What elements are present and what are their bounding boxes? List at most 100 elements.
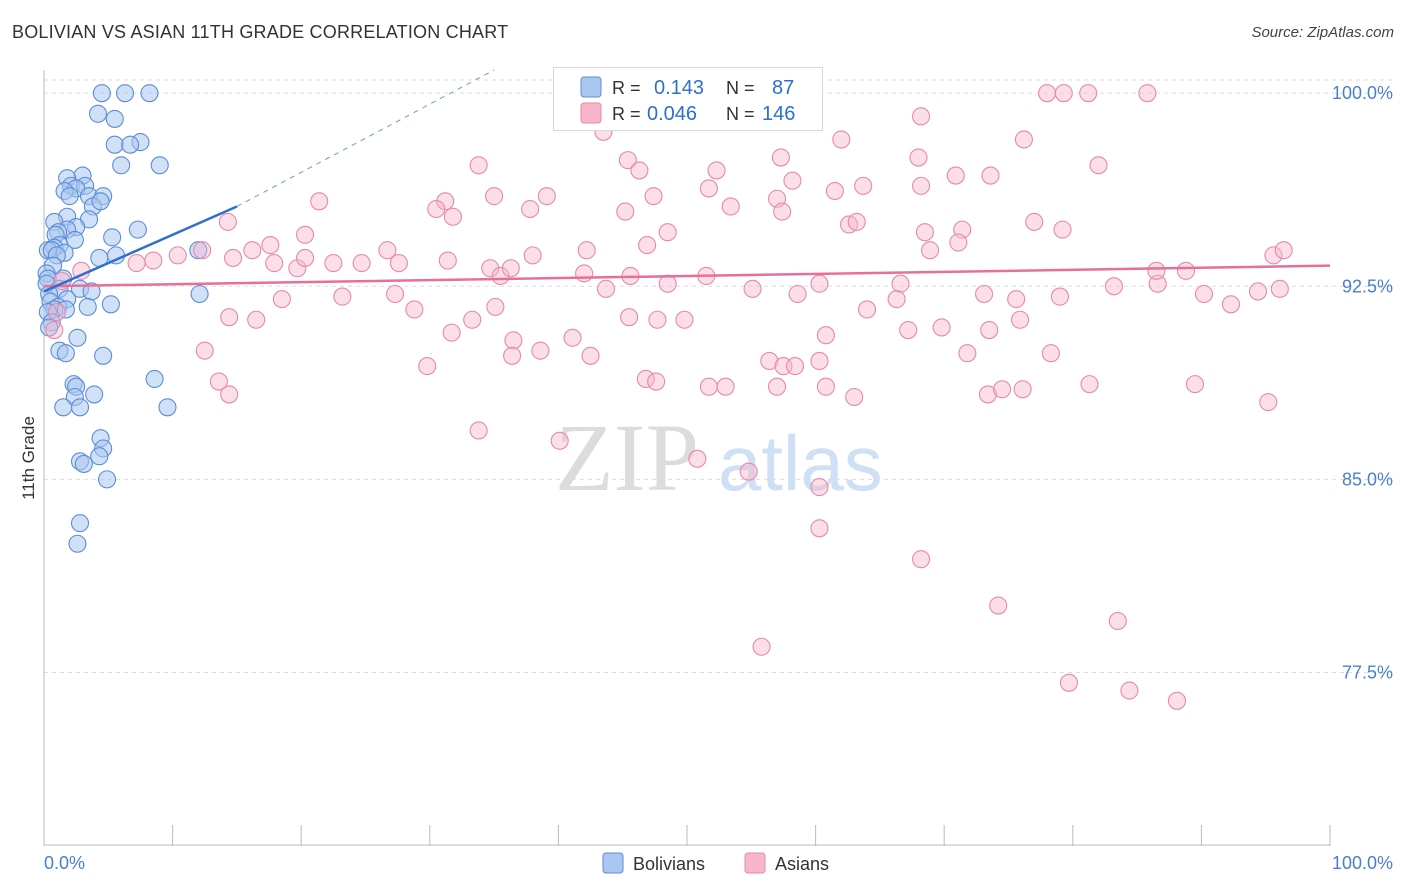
asian-point [1274,241,1293,260]
asian-point [993,380,1012,399]
bolivian-point [90,447,109,466]
stats-legend: R = 0.143 N = 87 R = 0.046 N = 146 [553,67,823,131]
bolivian-point [68,534,87,553]
asian-point [1014,130,1033,149]
asians-trend-line [43,264,1331,288]
asian-point [333,287,352,306]
asian-point [1038,84,1057,103]
asian-point [618,151,637,170]
asians-points [45,84,1293,710]
asian-point [1259,393,1278,412]
bottom-legend-label-asians: Asians [775,854,829,874]
asian-point [743,279,762,298]
legend-r-value-asians: 0.046 [647,103,697,125]
bolivian-point [128,220,147,239]
bolivian-point [85,385,104,404]
watermark-zip: ZIP [555,404,699,511]
asian-point [523,246,542,265]
asian-point [443,207,462,226]
asian-point [949,233,968,252]
asian-point [648,310,667,329]
asian-point [296,225,315,244]
asian-point [1176,261,1196,280]
asian-point [144,251,163,270]
asian-point [1007,290,1026,309]
bolivian-point [115,84,135,103]
bolivian-point [88,104,108,123]
y-tick-label: 92.5% [1342,276,1393,296]
bolivian-point [112,156,131,175]
asian-point [504,331,523,350]
chart-source: Source: ZipAtlas.com [1251,24,1394,41]
asian-point [854,176,873,195]
asian-point [773,202,792,221]
asian-point [418,357,437,376]
asian-point [981,166,1000,185]
asian-point [220,308,239,327]
asian-point [899,320,918,340]
asian-point [1104,277,1124,296]
bolivian-point [40,318,59,337]
asian-point [209,372,228,391]
asian-point [978,385,997,404]
asian-point [832,130,851,149]
asian-point [891,274,910,293]
asian-point [767,377,787,396]
asian-point [946,166,965,185]
y-tick-label: 100.0% [1332,83,1393,103]
asian-point [810,478,829,497]
bolivian-point [189,241,208,260]
asian-point [810,351,829,370]
asian-point [247,310,266,329]
asian-point [887,290,906,309]
asian-point [575,264,594,283]
y-tick-labels: 100.0% 92.5% 85.0% 77.5% [1332,83,1393,682]
asian-point [486,297,505,316]
asian-point [1148,274,1167,293]
asian-point [716,377,735,396]
bolivians-points [37,84,209,553]
legend-r-value-bolivians: 0.143 [654,77,704,99]
asian-point [771,148,790,167]
asian-point [1054,84,1073,103]
asian-point [1080,375,1099,394]
asian-point [442,323,461,342]
legend-swatch-bolivians [580,76,602,98]
asian-point [816,326,835,345]
asian-point [638,236,657,255]
bolivian-point [121,135,140,154]
asian-point [296,248,315,268]
trend-lines [43,69,1331,293]
asian-point [1138,84,1157,103]
legend-n-value-asians: 146 [762,103,795,125]
x-tick-labels: 0.0% 100.0% [44,853,1393,873]
asian-point [1167,691,1187,710]
bolivian-point [60,187,79,206]
bolivian-point [91,192,110,211]
bolivians-trend-line [43,205,238,293]
asian-point [980,320,999,340]
asian-point [261,236,280,255]
bolivian-point [78,297,97,316]
asian-point [675,310,694,329]
asian-point [168,246,187,265]
asian-point [752,637,771,656]
asian-point [620,308,639,327]
legend-n-value-bolivians: 87 [772,77,794,99]
bolivian-point [140,84,159,103]
asian-point [501,259,520,278]
asian-point [481,259,500,278]
watermark-atlas: atlas [718,419,883,507]
asian-point [810,274,829,293]
asian-point [218,212,237,231]
asian-point [577,241,596,260]
bolivian-point [56,344,75,363]
asian-point [550,431,569,450]
legend-swatch-asians [580,102,602,124]
asian-point [847,212,866,231]
asian-point [1041,344,1060,363]
asian-point [405,300,424,319]
bolivian-point [54,398,73,417]
asian-point [220,385,239,404]
